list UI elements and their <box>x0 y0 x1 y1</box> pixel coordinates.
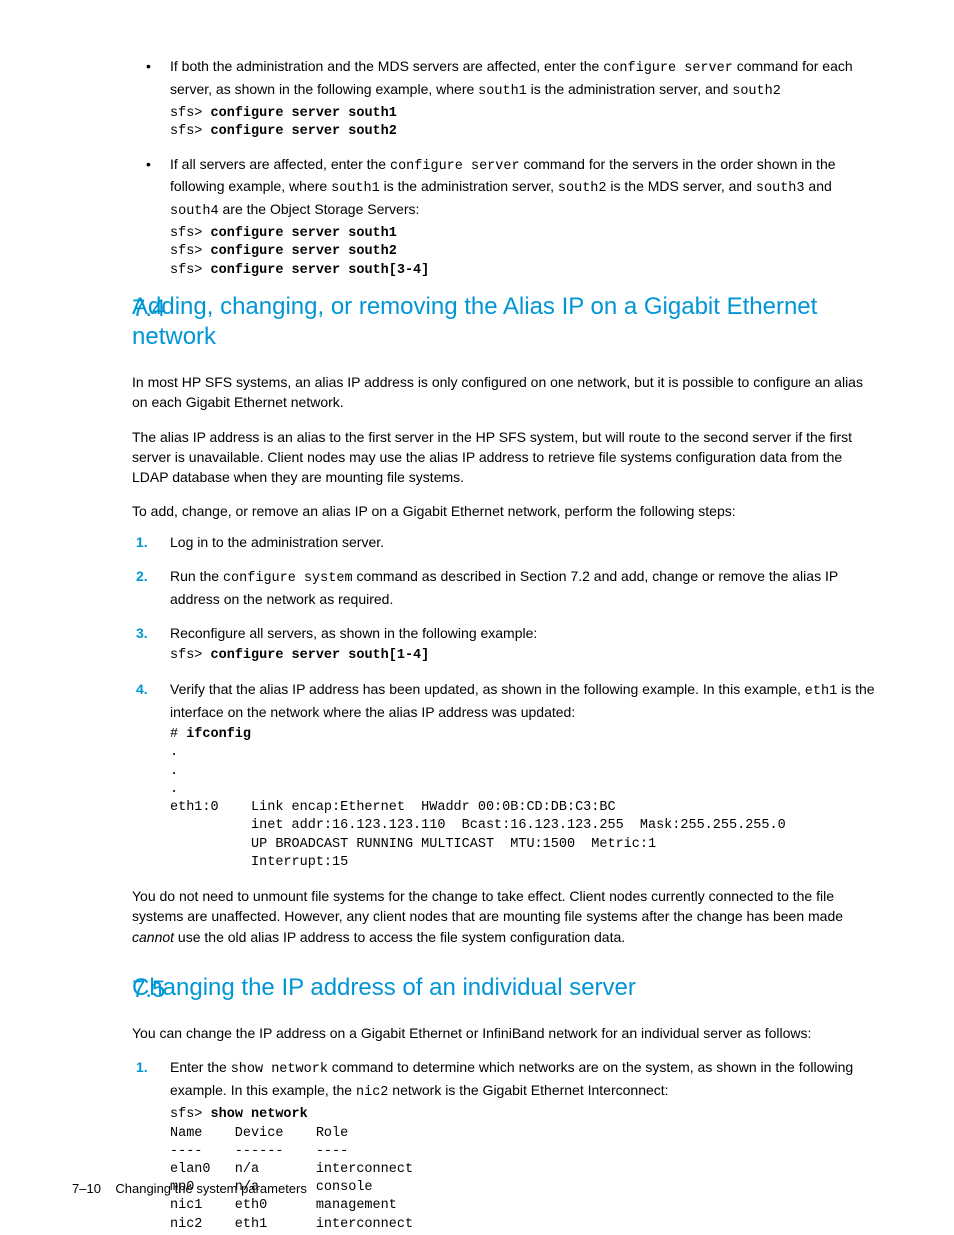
section-heading: Changing the IP address of an individual… <box>132 973 882 1003</box>
footer-label: Changing the system parameters <box>115 1181 306 1196</box>
list-item: Reconfigure all servers, as shown in the… <box>132 623 882 666</box>
list-item: If all servers are affected, enter the c… <box>132 154 882 280</box>
code-block: sfs> configure server south1 sfs> config… <box>170 225 882 280</box>
step-text: Enter the show network command to determ… <box>170 1059 853 1098</box>
list-item: Log in to the administration server. <box>132 532 882 552</box>
list-item: Run the configure system command as desc… <box>132 566 882 609</box>
paragraph: To add, change, or remove an alias IP on… <box>132 501 882 521</box>
list-item: Verify that the alias IP address has bee… <box>132 679 882 872</box>
section-heading: Adding, changing, or removing the Alias … <box>132 292 882 352</box>
step-text: Log in to the administration server. <box>170 534 384 550</box>
list-item-text: If all servers are affected, enter the c… <box>170 156 836 217</box>
code-block: sfs> configure server south1 sfs> config… <box>170 105 882 141</box>
section-7-4: 7.4 Adding, changing, or removing the Al… <box>72 292 882 947</box>
code-block: # ifconfig . . . eth1:0 Link encap:Ether… <box>170 726 882 872</box>
steps-list: Enter the show network command to determ… <box>132 1057 882 1234</box>
page-number: 7–10 <box>72 1181 101 1196</box>
list-item: Enter the show network command to determ… <box>132 1057 882 1234</box>
intro-bullet-list: If both the administration and the MDS s… <box>132 56 882 280</box>
section-number: 7.4 <box>132 292 192 327</box>
paragraph: In most HP SFS systems, an alias IP addr… <box>132 372 882 413</box>
page-footer: 7–10 Changing the system parameters <box>72 1180 307 1199</box>
paragraph: You do not need to unmount file systems … <box>132 886 882 947</box>
paragraph: The alias IP address is an alias to the … <box>132 427 882 488</box>
step-text: Run the configure system command as desc… <box>170 568 838 607</box>
step-text: Verify that the alias IP address has bee… <box>170 681 875 720</box>
list-item-text: If both the administration and the MDS s… <box>170 58 853 97</box>
paragraph: You can change the IP address on a Gigab… <box>132 1023 882 1043</box>
code-block: sfs> configure server south[1-4] <box>170 647 882 665</box>
list-item: If both the administration and the MDS s… <box>132 56 882 142</box>
step-text: Reconfigure all servers, as shown in the… <box>170 625 537 641</box>
section-number: 7.5 <box>132 973 192 1008</box>
code-block: sfs> show network Name Device Role ---- … <box>170 1106 882 1234</box>
intro-block: If both the administration and the MDS s… <box>132 56 882 280</box>
steps-list: Log in to the administration server. Run… <box>132 532 882 872</box>
